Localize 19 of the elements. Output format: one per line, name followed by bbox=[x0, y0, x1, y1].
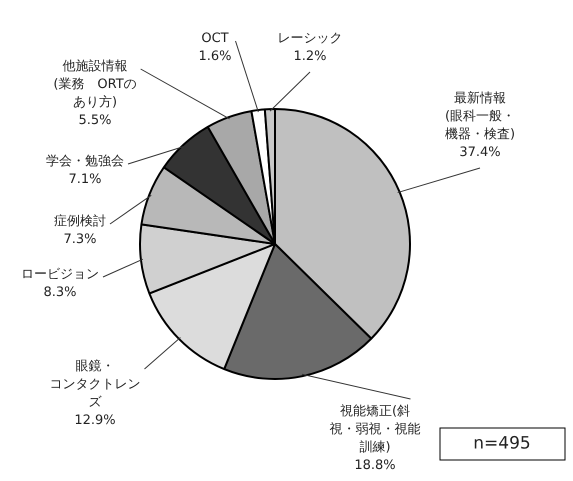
slice-label: 最新情報(眼科一般・機器・検査) bbox=[444, 90, 516, 142]
slice-label: OCT bbox=[201, 30, 229, 46]
slice-label: レーシック bbox=[278, 30, 342, 46]
data-label: 8.3% bbox=[43, 284, 77, 300]
data-label: 37.4% bbox=[459, 144, 501, 160]
data-label: 7.3% bbox=[63, 232, 97, 247]
slice-label: 学会・勉強会 bbox=[46, 154, 124, 169]
slice-label: 症例検討 bbox=[54, 214, 106, 229]
data-label: 1.6% bbox=[198, 48, 232, 64]
data-label: 18.8% bbox=[354, 458, 396, 473]
data-label: 12.9% bbox=[74, 412, 116, 428]
data-label: 1.2% bbox=[293, 48, 327, 64]
slice-label: 他施設情報(業務 ORTのあり方) bbox=[53, 58, 137, 110]
data-label: 7.1% bbox=[68, 172, 102, 187]
slice-label: ロービジョン bbox=[21, 266, 99, 282]
slice-label: 視能矯正(斜視・弱視・視能訓練) bbox=[330, 404, 420, 455]
text: n=495 bbox=[473, 433, 531, 454]
data-label: 5.5% bbox=[78, 112, 112, 128]
slice-label: 眼鏡・コンタクトレンズ bbox=[50, 358, 140, 410]
